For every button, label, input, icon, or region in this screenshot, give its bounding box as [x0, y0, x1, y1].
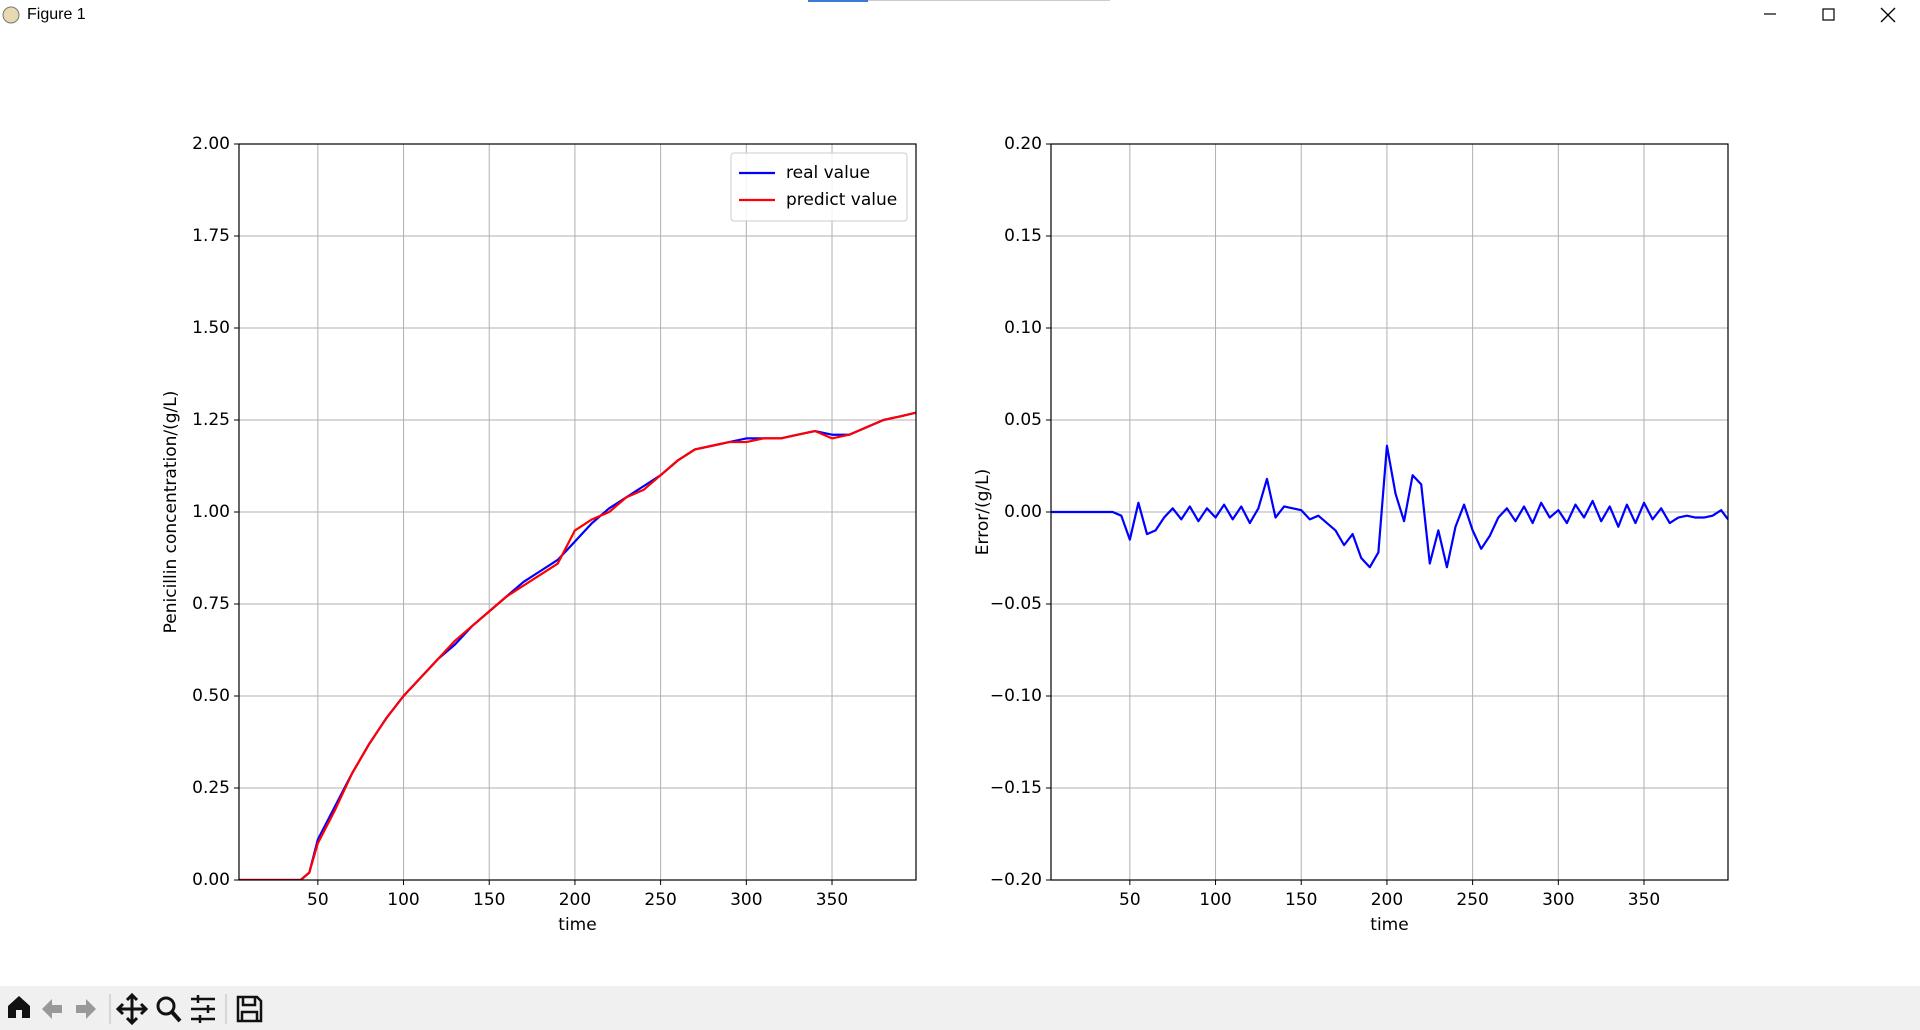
y-tick-label: 0.10 [1004, 318, 1042, 338]
x-tick-label: 100 [387, 890, 419, 910]
back-button[interactable] [42, 999, 62, 1019]
restore-button[interactable] [1822, 8, 1835, 21]
axes-frame [238, 143, 917, 881]
y-tick-label: −0.20 [990, 870, 1042, 890]
y-tick-label: 0.15 [1004, 226, 1042, 246]
axes-frame [1050, 143, 1729, 881]
y-tick-label: −0.10 [990, 686, 1042, 706]
window-title: Figure 1 [27, 6, 86, 23]
y-tick-label: −0.15 [990, 778, 1042, 798]
y-tick-label: 1.25 [192, 410, 230, 430]
x-tick-label: 150 [473, 890, 505, 910]
legend-label: real value [786, 163, 870, 183]
y-tick-label: 0.50 [192, 686, 230, 706]
x-tick-label: 50 [1119, 890, 1141, 910]
x-tick-label: 200 [559, 890, 591, 910]
app-icon [2, 6, 20, 24]
toolbar [0, 986, 1920, 1030]
y-axis-label: Error/(g/L) [973, 469, 993, 555]
x-axis-label: time [558, 915, 596, 935]
y-tick-label: 2.00 [192, 134, 230, 154]
y-tick-label: 1.00 [192, 502, 230, 522]
x-tick-label: 100 [1199, 890, 1231, 910]
drag-bar-track [868, 0, 1110, 1]
save-button[interactable] [236, 995, 263, 1023]
x-tick-label: 300 [1542, 890, 1574, 910]
title-bar [0, 0, 1920, 38]
y-tick-label: 0.25 [192, 778, 230, 798]
x-tick-label: 350 [816, 890, 848, 910]
x-tick-label: 150 [1285, 890, 1317, 910]
x-tick-label: 350 [1628, 890, 1660, 910]
configure-button[interactable] [191, 995, 215, 1023]
legend-box [730, 152, 908, 222]
y-tick-label: −0.05 [990, 594, 1042, 614]
data-line [239, 411, 916, 880]
forward-button[interactable] [76, 999, 96, 1019]
y-tick-label: 1.50 [192, 318, 230, 338]
data-line [1051, 444, 1728, 569]
y-tick-label: 0.00 [192, 870, 230, 890]
pan-button[interactable] [115, 992, 149, 1026]
x-tick-label: 300 [730, 890, 762, 910]
y-tick-label: 0.20 [1004, 134, 1042, 154]
y-tick-label: 0.75 [192, 594, 230, 614]
x-tick-label: 200 [1371, 890, 1403, 910]
zoom-button[interactable] [156, 996, 176, 1016]
y-axis-label: Penicillin concentration/(g/L) [161, 391, 181, 634]
x-tick-label: 250 [644, 890, 676, 910]
close-button[interactable] [1880, 7, 1896, 23]
y-tick-label: 0.00 [1004, 502, 1042, 522]
legend-label: predict value [786, 190, 897, 210]
y-tick-label: 1.75 [192, 226, 230, 246]
y-tick-label: 0.05 [1004, 410, 1042, 430]
data-line [239, 411, 916, 880]
drag-bar [808, 0, 868, 2]
x-axis-label: time [1370, 915, 1408, 935]
x-tick-label: 50 [307, 890, 329, 910]
home-button[interactable] [8, 996, 30, 1018]
x-tick-label: 250 [1456, 890, 1488, 910]
